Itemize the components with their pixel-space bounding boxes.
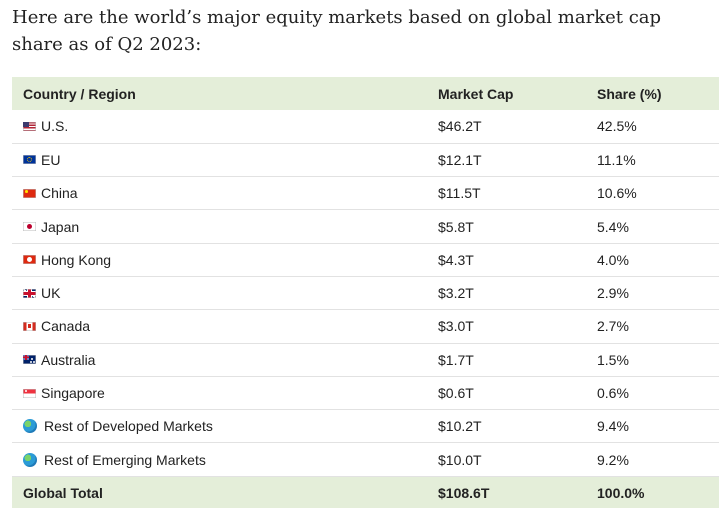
market-cap-cell: $1.7T [427,343,586,377]
table-row: Singapore $0.6T 0.6% [12,376,719,411]
market-cap-cell: $46.2T [427,110,586,144]
share-cell: 0.6% [586,376,719,411]
country-name: EU [41,151,61,168]
table-row: Canada $3.0T 2.7% [12,309,719,344]
market-cap-cell: $3.2T [427,276,586,311]
country-name: Canada [41,318,91,335]
table-row: Rest of Emerging Markets $10.0T 9.2% [12,442,719,477]
share-cell: 5.4% [586,209,719,244]
header-country-region: Country / Region [12,77,427,110]
country-name: China [41,185,78,202]
share-cell: 2.7% [586,309,719,344]
header-market-cap: Market Cap [427,77,586,110]
total-market-cap: $108.6T [427,476,586,509]
market-cap-cell: $10.2T [427,409,586,444]
share-cell: 9.2% [586,442,719,477]
table-row: Australia $1.7T 1.5% [12,343,719,377]
market-cap-cell: $5.8T [427,209,586,244]
total-label: Global Total [12,476,427,509]
share-cell: 10.6% [586,176,719,211]
flag-us-icon [23,121,36,131]
share-cell: 1.5% [586,343,719,377]
country-name: Hong Kong [41,251,112,268]
share-cell: 9.4% [586,409,719,444]
share-cell: 42.5% [586,110,719,144]
market-cap-cell: $12.1T [427,143,586,178]
market-cap-cell: $4.3T [427,243,586,277]
table-row: Japan $5.8T 5.4% [12,209,719,244]
country-name: Singapore [41,385,105,402]
flag-hong-kong-icon [23,255,36,265]
market-cap-cell: $10.0T [427,442,586,477]
total-share: 100.0% [586,476,719,509]
market-cap-cell: $3.0T [427,309,586,344]
table-row: EU $12.1T 11.1% [12,143,719,178]
flag-australia-icon [23,355,36,365]
country-name: Japan [41,218,80,235]
table-row: Rest of Developed Markets $10.2T 9.4% [12,409,719,444]
equity-markets-table: Country / Region Market Cap Share (%) U.… [12,77,719,509]
table-header-row: Country / Region Market Cap Share (%) [12,77,719,110]
table-row: U.S. $46.2T 42.5% [12,110,719,144]
country-name: Australia [41,351,96,368]
flag-canada-icon [23,321,36,331]
country-name: UK [41,285,61,302]
flag-japan-icon [23,222,36,232]
header-share: Share (%) [586,77,719,110]
intro-paragraph: Here are the world’s major equity market… [12,7,662,55]
flag-singapore-icon [23,388,36,398]
flag-uk-icon [23,288,36,298]
country-name: U.S. [41,118,69,135]
table-row: China $11.5T 10.6% [12,176,719,211]
total-row: Global Total $108.6T 100.0% [12,476,719,509]
flag-china-icon [23,188,36,198]
share-cell: 2.9% [586,276,719,311]
country-name: Rest of Emerging Markets [44,451,206,468]
globe-icon [23,419,37,434]
table-row: UK $3.2T 2.9% [12,276,719,311]
globe-icon [23,452,37,467]
share-cell: 4.0% [586,243,719,277]
share-cell: 11.1% [586,143,719,178]
market-cap-cell: $11.5T [427,176,586,211]
country-name: Rest of Developed Markets [44,418,213,435]
market-cap-cell: $0.6T [427,376,586,411]
table-row: Hong Kong $4.3T 4.0% [12,243,719,277]
flag-eu-icon [23,155,36,165]
